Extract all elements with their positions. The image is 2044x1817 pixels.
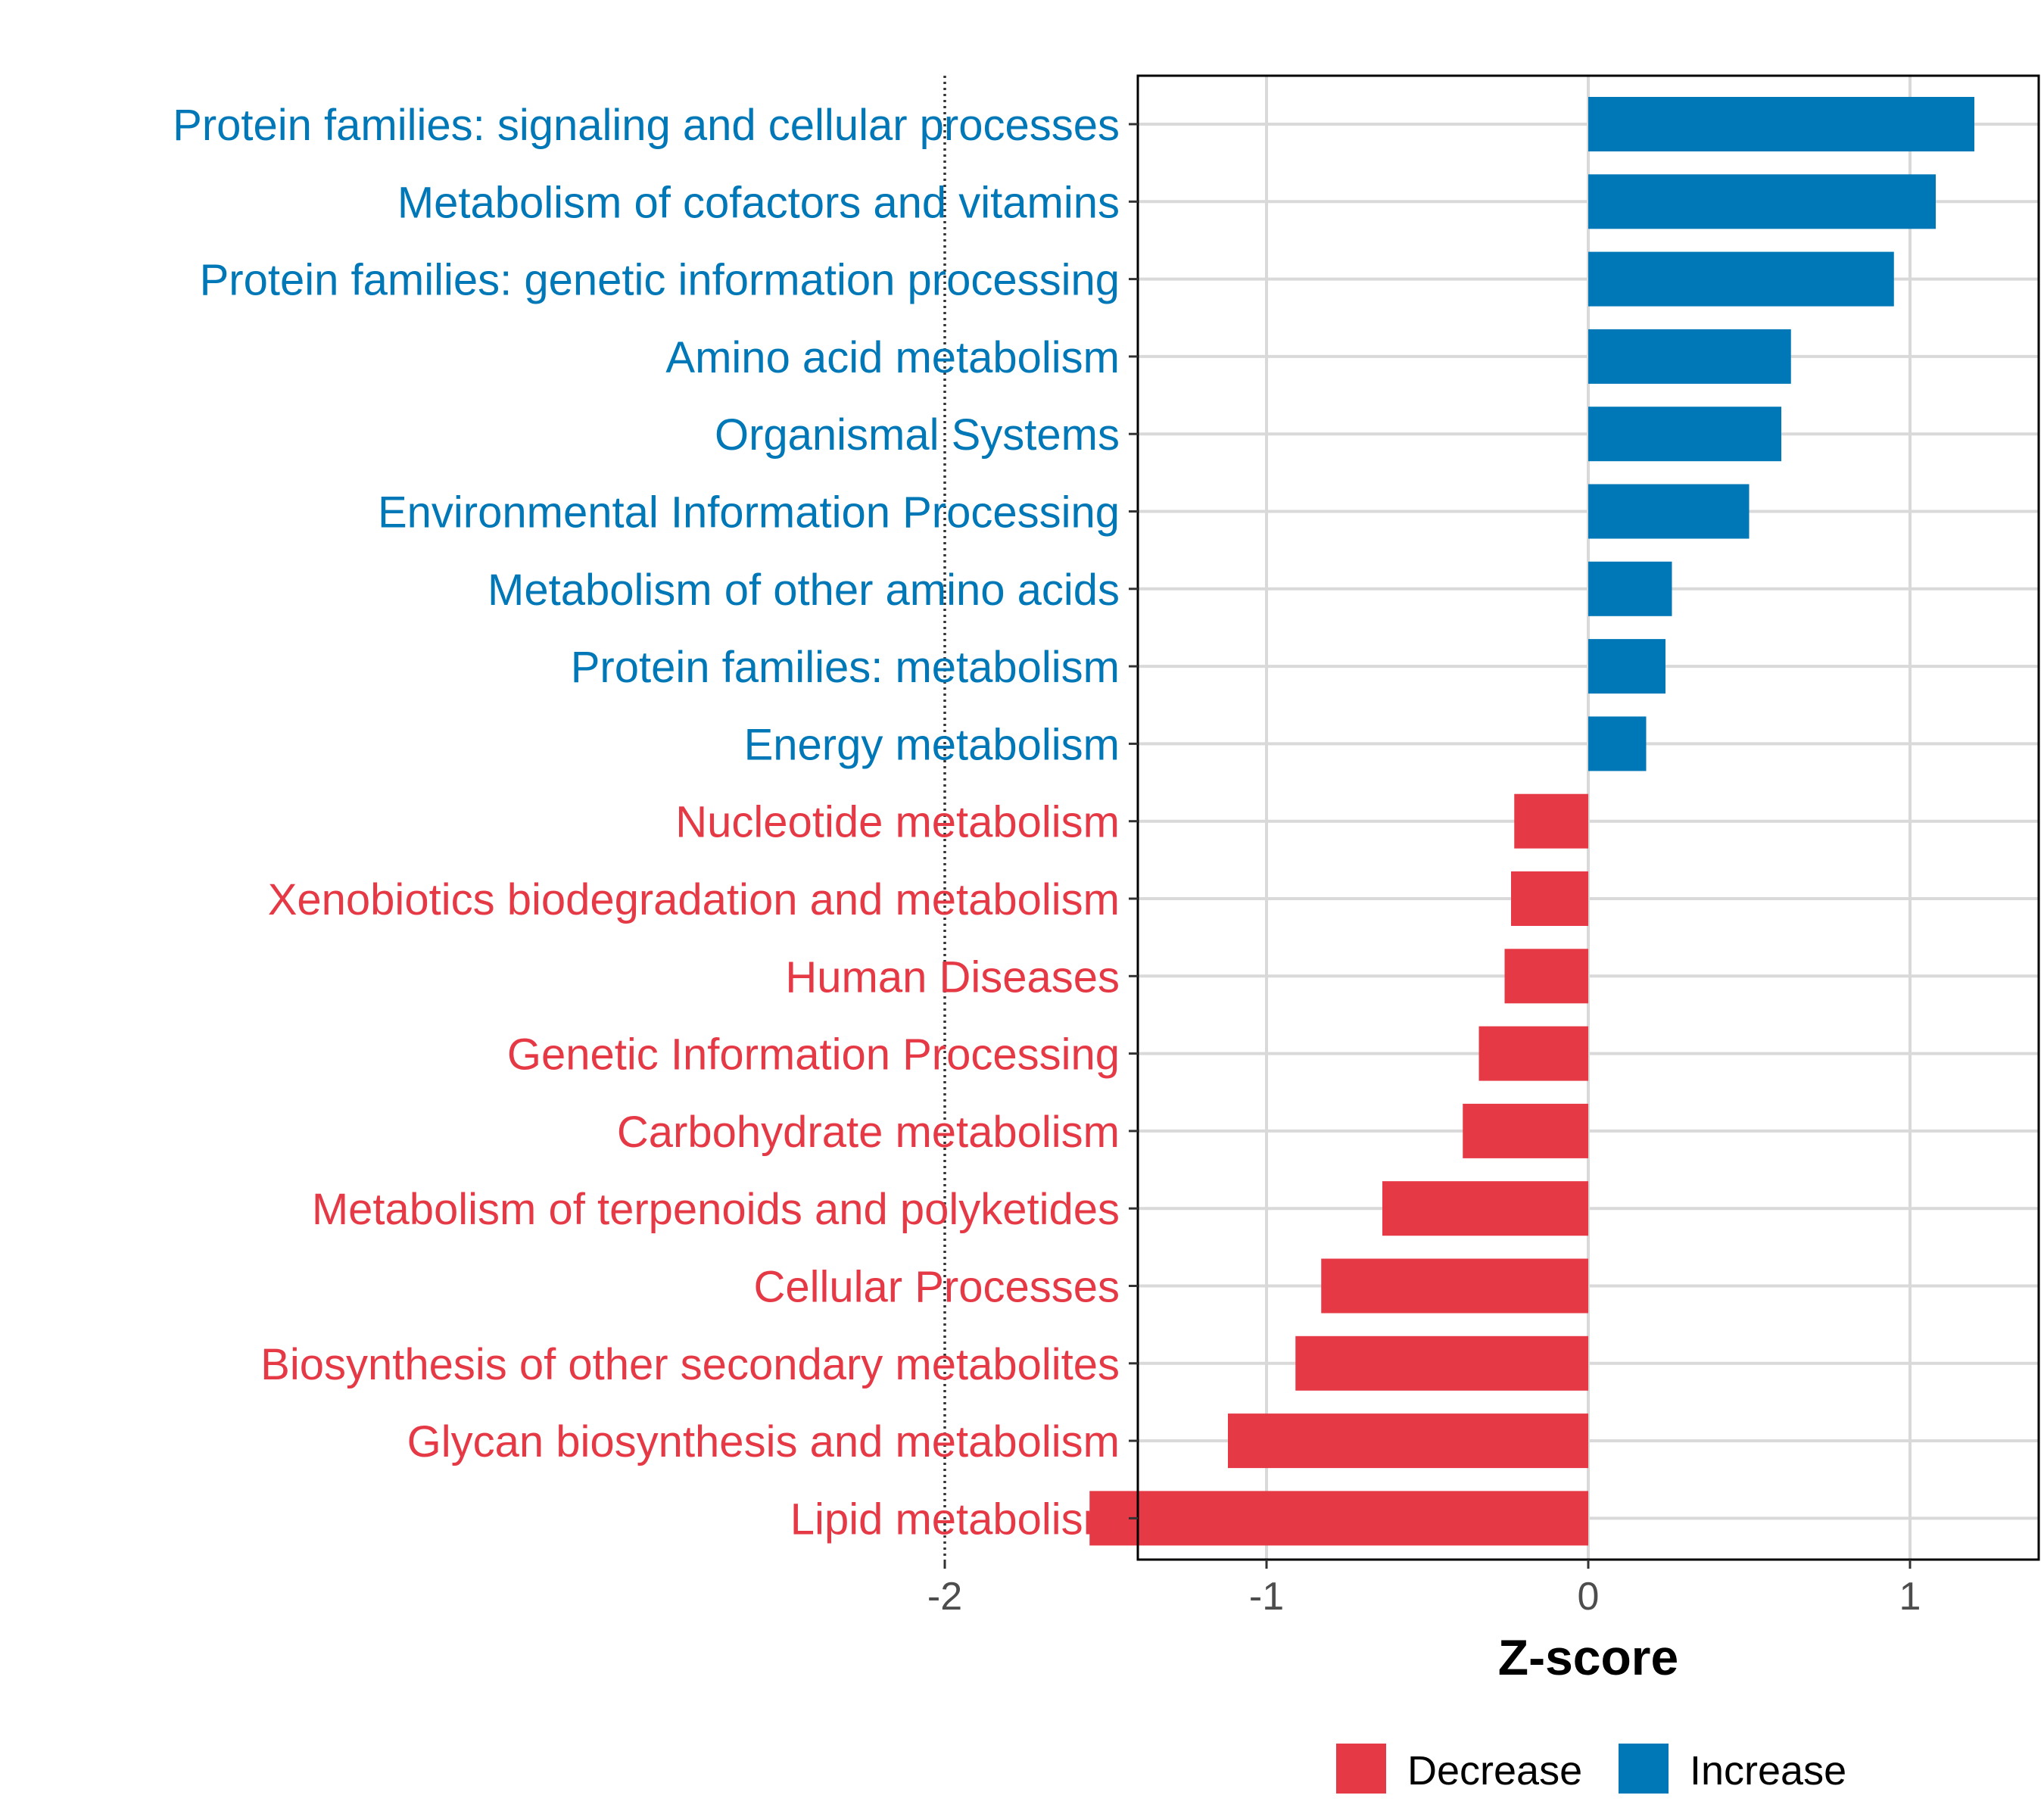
legend: Decrease Increase [1336,1744,1846,1794]
y-label-energy-metabolism: Energy metabolism [744,720,1120,769]
x-axis-ticks: -2-1012 [927,1560,1921,1619]
legend-label-increase: Increase [1690,1748,1846,1794]
bar-human-diseases [1504,949,1588,1004]
y-axis-labels: Protein families: signaling and cellular… [173,101,1120,1544]
bar-protein-families-genetic-information-processing [1588,251,1894,307]
bar-carbohydrate-metabolism [1463,1103,1588,1158]
y-label-metabolism-of-cofactors-and-vitamins: Metabolism of cofactors and vitamins [397,178,1120,227]
legend-key-decrease [1336,1744,1386,1794]
y-label-cellular-processes: Cellular Processes [753,1263,1120,1312]
y-label-biosynthesis-of-other-secondary-metabolites: Biosynthesis of other secondary metaboli… [260,1340,1120,1389]
bar-metabolism-of-cofactors-and-vitamins [1588,174,1936,229]
bar-genetic-information-processing [1478,1026,1588,1081]
legend-label-decrease: Decrease [1407,1748,1582,1794]
bar-protein-families-metabolism [1588,639,1665,694]
bar-lipid-metabolism [1089,1491,1588,1546]
y-label-carbohydrate-metabolism: Carbohydrate metabolism [617,1108,1120,1157]
bars [1089,97,1974,1546]
x-tick-label: -1 [1249,1575,1284,1619]
y-label-lipid-metabolism: Lipid metabolism [790,1494,1120,1544]
x-tick-label: 0 [1578,1575,1600,1619]
bar-glycan-biosynthesis-and-metabolism [1228,1413,1588,1469]
y-label-nucleotide-metabolism: Nucleotide metabolism [675,798,1120,847]
x-tick-label: -2 [927,1575,962,1619]
bar-nucleotide-metabolism [1514,793,1588,849]
bar-organismal-systems [1588,407,1781,462]
y-label-organismal-systems: Organismal Systems [715,410,1120,460]
y-label-human-diseases: Human Diseases [785,952,1120,1002]
bar-environmental-information-processing [1588,484,1750,539]
bar-xenobiotics-biodegradation-and-metabolism [1511,871,1588,926]
x-axis-title: Z-score [1498,1629,1678,1685]
y-label-protein-families-metabolism: Protein families: metabolism [571,643,1120,692]
x-tick-label: 1 [1899,1575,1921,1619]
bar-metabolism-of-other-amino-acids [1588,561,1672,616]
y-label-metabolism-of-terpenoids-and-polyketides: Metabolism of terpenoids and polyketides [312,1185,1120,1234]
legend-key-increase [1619,1744,1669,1794]
bar-amino-acid-metabolism [1588,329,1791,384]
y-label-environmental-information-processing: Environmental Information Processing [378,488,1120,538]
bar-protein-families-signaling-and-cellular-processes [1588,97,1974,151]
y-label-xenobiotics-biodegradation-and-metabolism: Xenobiotics biodegradation and metabolis… [268,875,1120,924]
reference-lines [943,76,946,1560]
bar-energy-metabolism [1588,716,1647,771]
y-label-genetic-information-processing: Genetic Information Processing [507,1030,1120,1080]
bar-biosynthesis-of-other-secondary-metabolites [1295,1335,1588,1391]
bar-metabolism-of-terpenoids-and-polyketides [1382,1181,1588,1236]
y-axis-ticks [1129,123,1138,1519]
bar-cellular-processes [1321,1258,1588,1314]
y-label-protein-families-genetic-information-processing: Protein families: genetic information pr… [200,256,1120,305]
y-label-metabolism-of-other-amino-acids: Metabolism of other amino acids [488,566,1120,615]
y-label-protein-families-signaling-and-cellular-processes: Protein families: signaling and cellular… [173,101,1120,150]
y-label-glycan-biosynthesis-and-metabolism: Glycan biosynthesis and metabolism [407,1417,1120,1466]
y-label-amino-acid-metabolism: Amino acid metabolism [665,333,1120,382]
